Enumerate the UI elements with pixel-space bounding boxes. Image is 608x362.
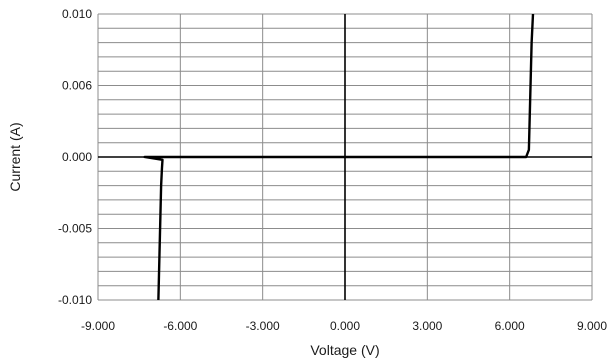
tick-labels: -0.010 -0.005 0.000 0.006 0.010 -9.000 -6.000 -… xyxy=(58,7,607,333)
y-tick-label: 0.006 xyxy=(62,79,92,93)
series-layer xyxy=(143,13,535,301)
y-tick-label: -0.010 xyxy=(58,293,92,307)
x-tick-label: 6.000 xyxy=(495,319,525,333)
y-tick-label: 0.000 xyxy=(62,150,92,164)
y-tick-label: -0.005 xyxy=(58,222,92,236)
x-tick-label: 0.000 xyxy=(330,319,360,333)
y-tick-label: 0.010 xyxy=(62,7,92,21)
x-tick-label: -9.000 xyxy=(81,319,115,333)
x-tick-label: -6.000 xyxy=(163,319,197,333)
x-tick-label: 9.000 xyxy=(577,319,607,333)
x-tick-label: -3.000 xyxy=(246,319,280,333)
y-axis-title: Current (A) xyxy=(7,122,23,191)
x-tick-label: 3.000 xyxy=(412,319,442,333)
x-axis-title: Voltage (V) xyxy=(310,342,379,358)
series-line xyxy=(143,13,535,301)
